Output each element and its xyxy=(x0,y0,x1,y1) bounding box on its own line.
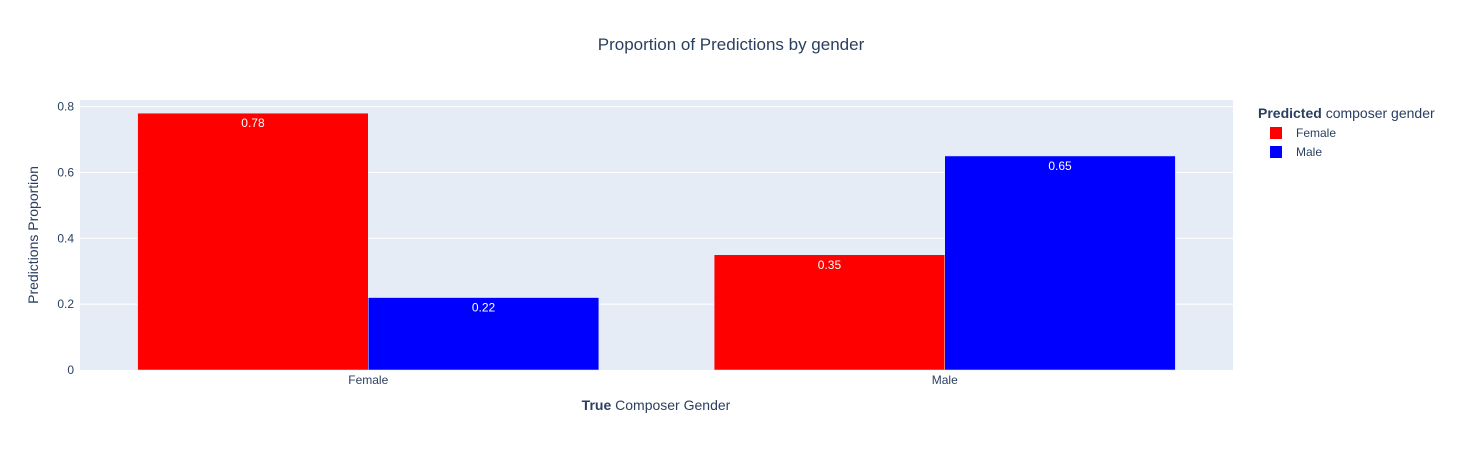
y-ticks: 0 0.2 0.4 0.6 0.8 xyxy=(57,100,74,377)
legend-label-male[interactable]: Male xyxy=(1296,145,1322,159)
legend-title-bold: Predicted xyxy=(1258,105,1322,121)
bar-value-label: 0.35 xyxy=(818,258,842,272)
x-axis-title-rest: Composer Gender xyxy=(611,397,730,413)
legend-swatch-female[interactable] xyxy=(1270,127,1282,139)
y-tick-label: 0.8 xyxy=(57,100,74,114)
x-axis-title: True Composer Gender xyxy=(582,397,731,413)
y-tick-label: 0.2 xyxy=(57,297,74,311)
x-axis-title-bold: True xyxy=(582,397,612,413)
bar-male-female xyxy=(368,297,600,371)
y-tick-label: 0.4 xyxy=(57,231,74,245)
x-tick-label: Male xyxy=(932,373,958,387)
legend-items: Female Male xyxy=(1270,126,1336,159)
y-axis-title: Predictions Proportion xyxy=(25,166,41,304)
legend-label-female[interactable]: Female xyxy=(1296,126,1336,140)
bar-value-label: 0.65 xyxy=(1048,159,1072,173)
legend-swatch-male[interactable] xyxy=(1270,146,1282,158)
bar-value-label: 0.78 xyxy=(241,116,265,130)
y-tick-label: 0.6 xyxy=(57,165,74,179)
y-tick-label: 0 xyxy=(67,363,74,377)
legend-title: Predicted composer gender xyxy=(1258,105,1435,121)
legend: Predicted composer gender Female Male xyxy=(1258,105,1435,159)
legend-title-rest: composer gender xyxy=(1322,105,1435,121)
bar-labels: 0.78 0.22 0.35 0.65 xyxy=(241,116,1072,314)
bar-female-female xyxy=(137,112,369,371)
x-tick-label: Female xyxy=(348,373,388,387)
bar-value-label: 0.22 xyxy=(472,301,496,315)
x-ticks: Female Male xyxy=(348,373,958,387)
bars xyxy=(137,112,1176,371)
bar-female-male xyxy=(713,254,946,371)
chart-title: Proportion of Predictions by gender xyxy=(598,35,865,54)
bar-male-male xyxy=(944,155,1176,371)
